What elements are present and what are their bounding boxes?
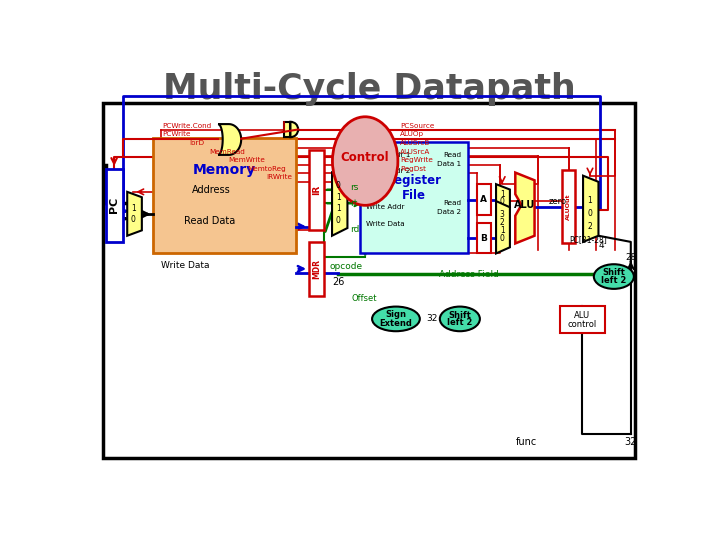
Text: opcode: opcode bbox=[330, 262, 363, 271]
Wedge shape bbox=[290, 122, 298, 137]
Text: rd: rd bbox=[350, 225, 359, 234]
Text: PCWrite: PCWrite bbox=[163, 131, 191, 137]
Text: 0: 0 bbox=[588, 209, 593, 218]
FancyBboxPatch shape bbox=[309, 242, 324, 296]
Text: A: A bbox=[480, 195, 487, 204]
Text: 32: 32 bbox=[625, 437, 637, 447]
Text: 1: 1 bbox=[336, 193, 341, 202]
Text: left 2: left 2 bbox=[601, 276, 626, 285]
Text: Offset: Offset bbox=[351, 294, 377, 302]
Text: 1: 1 bbox=[588, 196, 593, 205]
Text: left 2: left 2 bbox=[447, 318, 472, 327]
Text: 0: 0 bbox=[500, 233, 505, 242]
Text: func: func bbox=[516, 437, 537, 447]
Text: ALUSrcB: ALUSrcB bbox=[400, 140, 430, 146]
Text: Address: Address bbox=[192, 185, 230, 195]
Text: PC: PC bbox=[109, 197, 119, 213]
Text: Shift: Shift bbox=[603, 268, 625, 277]
FancyBboxPatch shape bbox=[102, 103, 636, 457]
Text: Multi-Cycle Datapath: Multi-Cycle Datapath bbox=[163, 72, 575, 106]
Text: RegDst: RegDst bbox=[400, 166, 426, 172]
Polygon shape bbox=[583, 176, 598, 242]
Text: Sign: Sign bbox=[385, 310, 407, 319]
Text: Read Addr 1: Read Addr 1 bbox=[366, 152, 410, 158]
Text: Write Addr: Write Addr bbox=[366, 204, 405, 210]
Text: ALUSrcA: ALUSrcA bbox=[400, 149, 430, 155]
Ellipse shape bbox=[372, 307, 420, 331]
Text: Memory: Memory bbox=[193, 163, 256, 177]
Text: rt: rt bbox=[350, 199, 357, 208]
Text: 0: 0 bbox=[131, 215, 136, 224]
Text: IRWrite: IRWrite bbox=[266, 174, 292, 180]
Text: ALU: ALU bbox=[514, 200, 535, 210]
Text: Data 1: Data 1 bbox=[437, 161, 462, 167]
Polygon shape bbox=[332, 173, 348, 236]
Text: 3: 3 bbox=[500, 211, 505, 219]
Text: Address Field: Address Field bbox=[439, 270, 499, 279]
Polygon shape bbox=[516, 173, 534, 244]
Text: 32: 32 bbox=[426, 314, 438, 323]
Text: 2: 2 bbox=[588, 222, 593, 231]
FancyBboxPatch shape bbox=[477, 184, 490, 215]
FancyBboxPatch shape bbox=[360, 142, 467, 253]
Text: 26: 26 bbox=[332, 277, 344, 287]
Text: MemWrite: MemWrite bbox=[228, 157, 265, 164]
Text: Shift: Shift bbox=[449, 310, 472, 320]
Ellipse shape bbox=[594, 264, 634, 289]
Text: MemtoReg: MemtoReg bbox=[248, 166, 286, 172]
Text: 1: 1 bbox=[131, 204, 136, 213]
Text: PC[31-28]: PC[31-28] bbox=[570, 235, 608, 244]
Text: MDR: MDR bbox=[312, 259, 321, 279]
FancyBboxPatch shape bbox=[562, 170, 575, 244]
Text: MemRead: MemRead bbox=[209, 149, 245, 155]
Text: 0: 0 bbox=[500, 197, 505, 206]
Text: Data 2: Data 2 bbox=[437, 209, 462, 215]
Polygon shape bbox=[127, 192, 142, 236]
Text: rs: rs bbox=[350, 184, 358, 192]
Text: Read: Read bbox=[444, 152, 462, 158]
Text: Extend: Extend bbox=[379, 319, 413, 328]
Text: ALUOut: ALUOut bbox=[566, 194, 571, 220]
Text: Control: Control bbox=[341, 151, 390, 164]
Text: 2: 2 bbox=[500, 218, 505, 227]
Ellipse shape bbox=[440, 307, 480, 331]
FancyBboxPatch shape bbox=[309, 150, 324, 231]
FancyBboxPatch shape bbox=[153, 138, 296, 253]
Text: ALUOp: ALUOp bbox=[400, 131, 424, 137]
Text: 28: 28 bbox=[625, 253, 636, 262]
FancyBboxPatch shape bbox=[477, 222, 490, 253]
Text: zero: zero bbox=[549, 197, 567, 206]
Polygon shape bbox=[496, 184, 510, 213]
Text: Read Data: Read Data bbox=[184, 216, 235, 226]
Text: PCWrite.Cond: PCWrite.Cond bbox=[163, 123, 212, 129]
Ellipse shape bbox=[333, 117, 398, 205]
Text: RegWrite: RegWrite bbox=[400, 157, 433, 164]
Text: Write Data: Write Data bbox=[161, 260, 210, 269]
Text: IR: IR bbox=[312, 185, 321, 195]
Text: File: File bbox=[402, 189, 426, 202]
FancyBboxPatch shape bbox=[560, 306, 605, 333]
Text: Read: Read bbox=[444, 200, 462, 206]
Polygon shape bbox=[284, 122, 290, 137]
Polygon shape bbox=[218, 124, 241, 155]
Text: PCSource: PCSource bbox=[400, 123, 434, 129]
Text: Read Addr 2: Read Addr 2 bbox=[366, 168, 410, 174]
Text: Register: Register bbox=[386, 174, 441, 187]
Text: 0: 0 bbox=[336, 216, 341, 225]
Text: IorD: IorD bbox=[189, 140, 204, 146]
Text: Write Data: Write Data bbox=[366, 221, 405, 227]
Text: 4: 4 bbox=[599, 241, 604, 250]
FancyBboxPatch shape bbox=[106, 168, 122, 242]
Text: 1: 1 bbox=[500, 190, 505, 199]
Text: control: control bbox=[567, 320, 597, 329]
Polygon shape bbox=[496, 201, 510, 253]
Text: 1: 1 bbox=[336, 204, 341, 213]
Text: B: B bbox=[480, 233, 487, 242]
FancyBboxPatch shape bbox=[87, 60, 651, 485]
Text: ALU: ALU bbox=[575, 310, 590, 320]
Text: 0: 0 bbox=[336, 181, 341, 190]
Text: 1: 1 bbox=[500, 226, 505, 235]
